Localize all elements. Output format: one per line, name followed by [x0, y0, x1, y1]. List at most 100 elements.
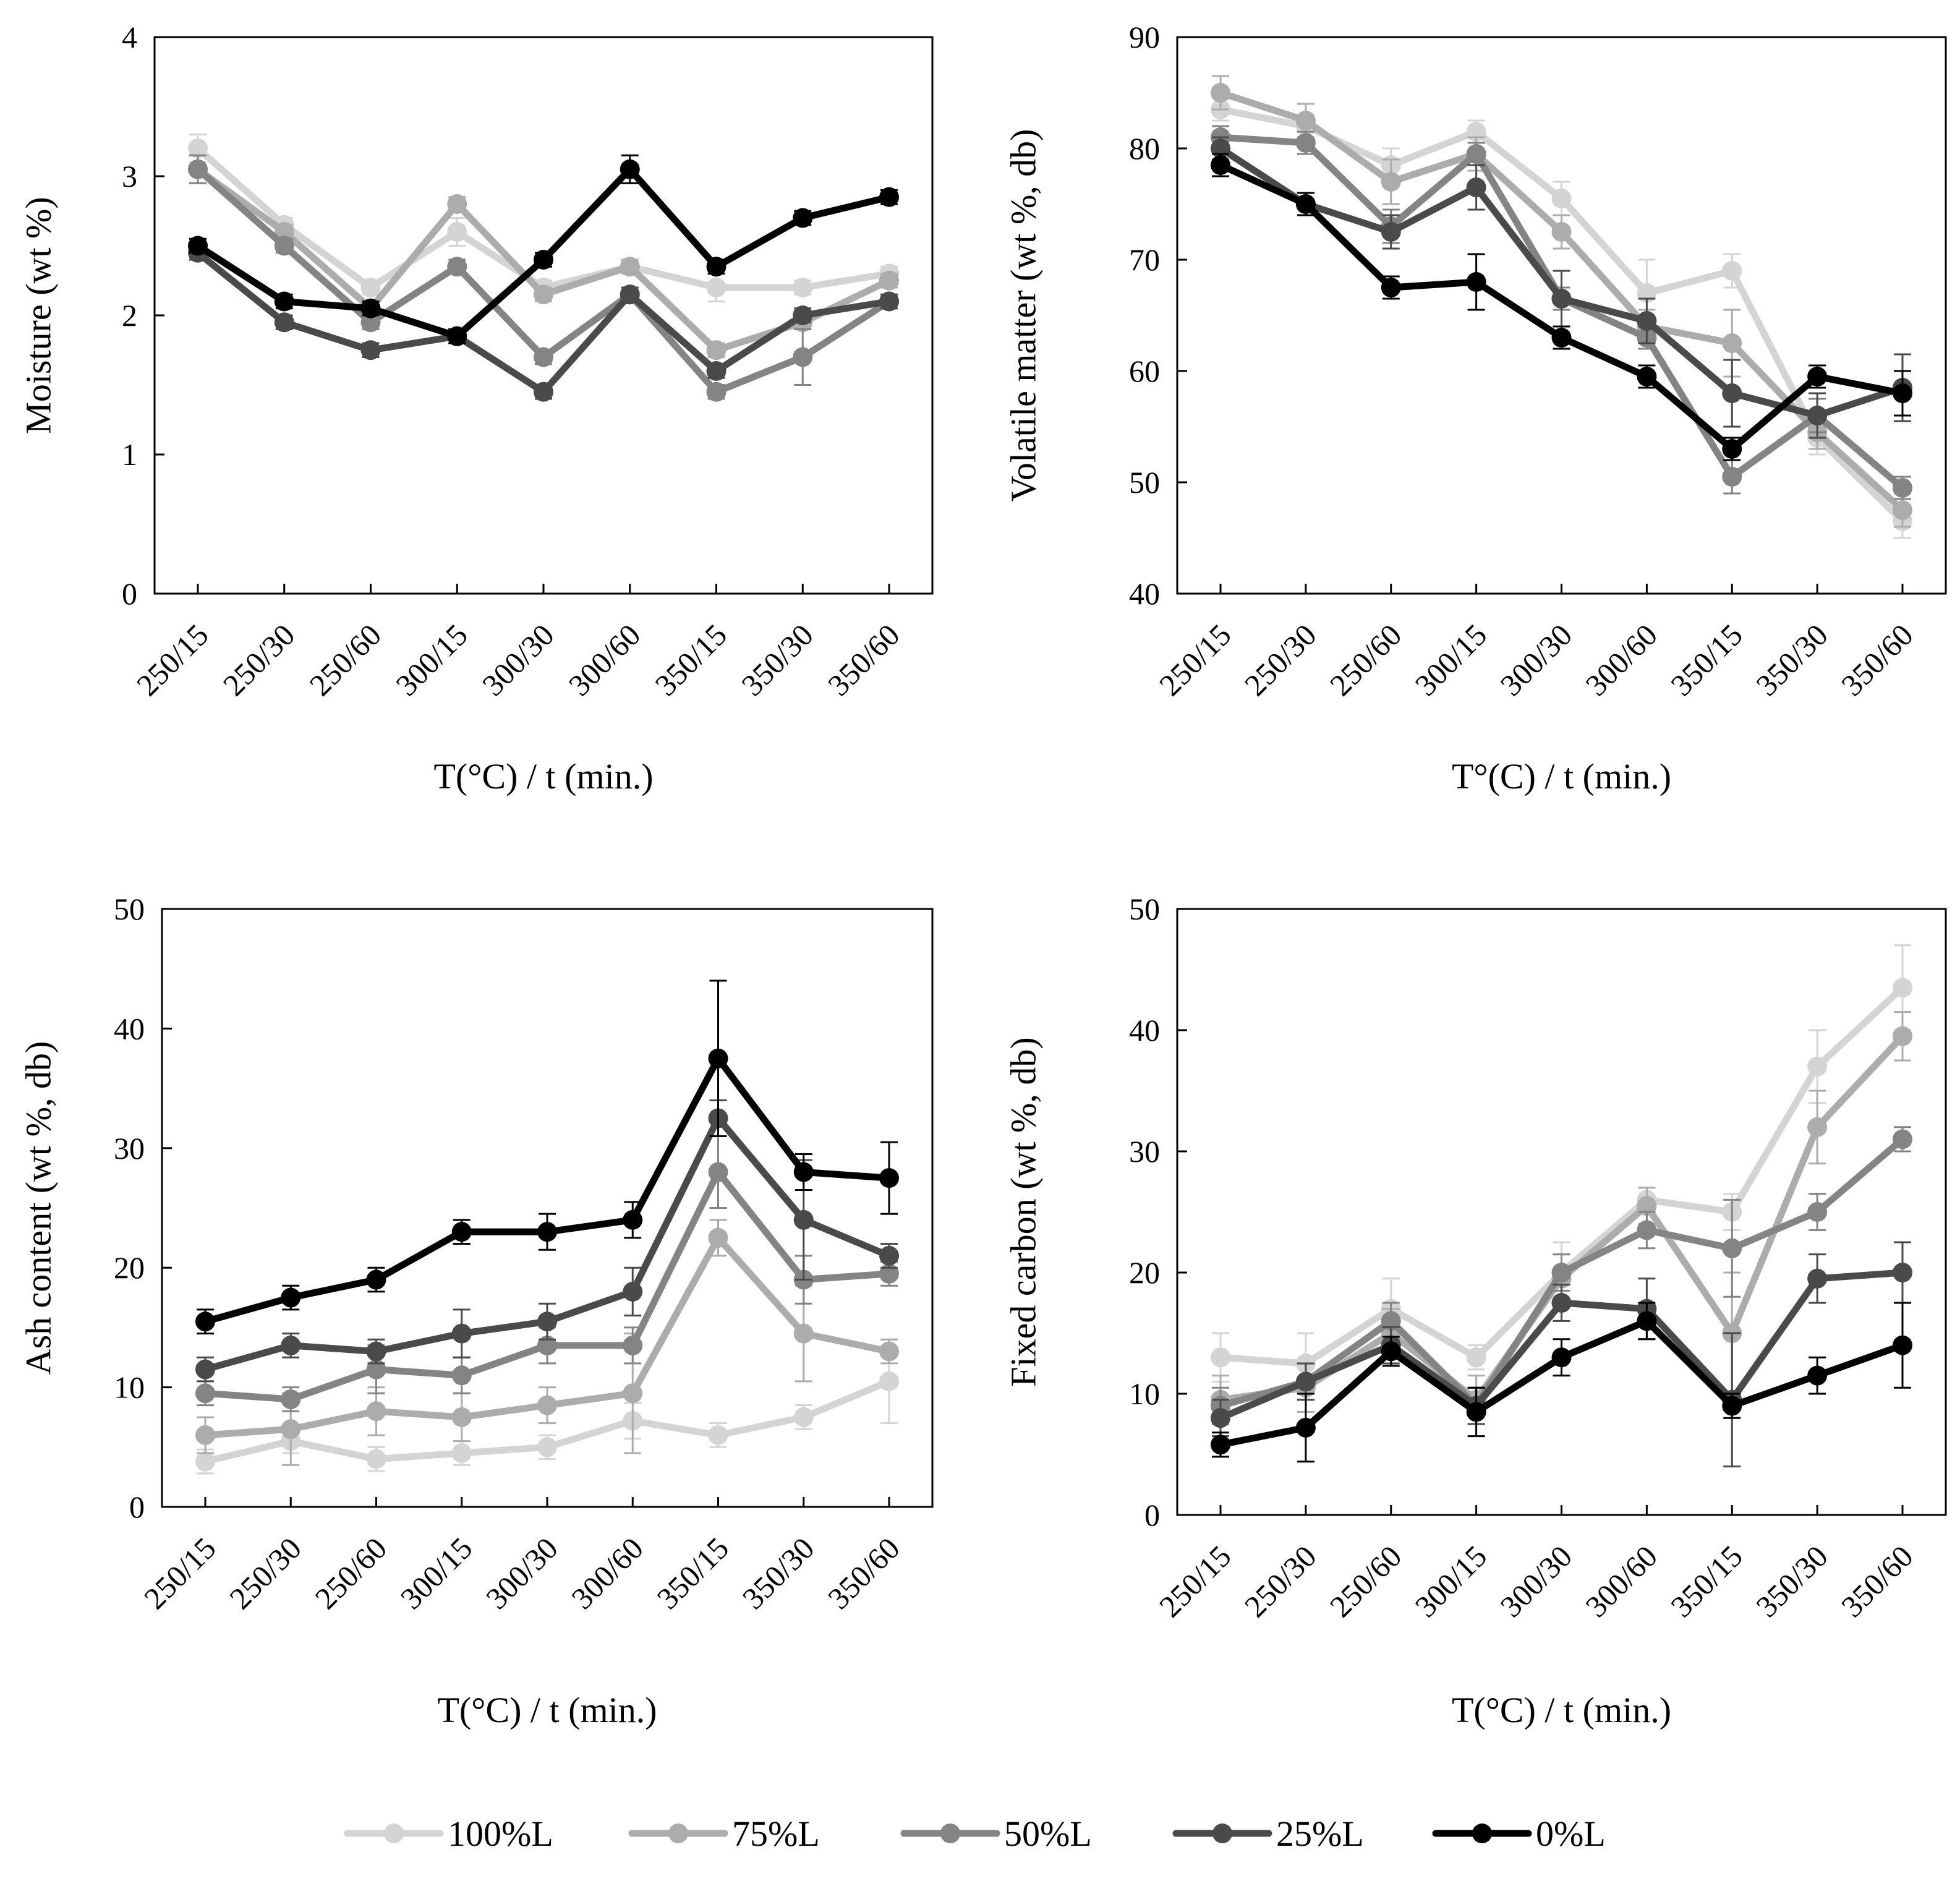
data-point: [366, 1269, 386, 1290]
legend-entry: 75%L: [628, 1814, 820, 1854]
data-point: [537, 1395, 557, 1415]
y-axis-label: Ash content (wt %, db): [19, 1041, 59, 1375]
y-tick-label: 0: [1144, 1498, 1160, 1532]
x-tick-label: 350/60: [821, 1530, 906, 1616]
data-point: [1807, 367, 1828, 386]
legend-swatch-marker: [940, 1823, 960, 1843]
data-point: [1722, 383, 1742, 403]
x-tick-label: 300/30: [1493, 617, 1579, 702]
data-point: [1637, 311, 1657, 331]
data-point: [1551, 222, 1572, 242]
data-point: [274, 312, 294, 333]
y-tick-label: 50: [1129, 465, 1160, 500]
data-point: [1893, 478, 1912, 498]
series-50pctl: [195, 1135, 899, 1412]
data-point: [1893, 1129, 1912, 1150]
legend-label: 0%L: [1536, 1814, 1606, 1854]
y-tick-label: 0: [122, 576, 137, 611]
y-tick-label: 40: [1129, 1013, 1160, 1047]
data-point: [623, 1209, 643, 1230]
y-axis-label: Moisture (wt %): [19, 197, 59, 433]
data-point: [879, 1245, 899, 1266]
x-tick-label: 250/30: [1238, 617, 1323, 702]
data-point: [1295, 1371, 1316, 1392]
data-point: [537, 1312, 557, 1332]
data-point: [274, 291, 294, 312]
data-point: [1807, 406, 1828, 425]
x-tick-label: 300/30: [1493, 1538, 1579, 1624]
data-point: [537, 1222, 557, 1242]
data-point: [1551, 1293, 1572, 1313]
data-point: [451, 1443, 472, 1463]
y-tick-label: 40: [114, 1011, 145, 1046]
data-point: [1211, 1408, 1230, 1428]
x-tick-label: 300/30: [479, 1530, 565, 1616]
data-point: [1893, 383, 1912, 403]
x-tick-label: 350/60: [1834, 1538, 1920, 1624]
data-point: [188, 159, 208, 179]
x-tick-label: 300/15: [1408, 1538, 1494, 1624]
data-point: [1722, 1396, 1742, 1416]
y-tick-label: 60: [1129, 354, 1160, 388]
data-point: [793, 305, 813, 325]
data-point: [879, 291, 899, 312]
chart-moisture: 0 1 2 3 4 250/15 250/30 250/60 300/15 300/30 300/6…: [19, 20, 934, 796]
data-point: [195, 1312, 215, 1332]
data-point: [1551, 289, 1572, 309]
data-point: [793, 278, 813, 297]
data-point: [188, 139, 208, 158]
x-tick-label: 250/15: [1153, 1538, 1238, 1624]
legend-label: 75%L: [732, 1814, 820, 1854]
data-point: [1893, 1335, 1912, 1355]
data-point: [623, 1281, 643, 1302]
data-point: [1466, 1347, 1486, 1368]
x-tick-label: 250/30: [223, 1530, 308, 1616]
data-point: [281, 1335, 301, 1355]
data-point: [281, 1389, 301, 1409]
data-point: [706, 340, 726, 360]
data-point: [879, 1371, 899, 1391]
data-point: [879, 1341, 899, 1362]
chart-fixed-carbon: 0 10 20 30 40 50 250/15 250/30 250/60 300/15 300/3…: [1003, 892, 1947, 1730]
y-tick-label: 30: [114, 1131, 145, 1166]
data-point: [1381, 1311, 1401, 1331]
data-point: [366, 1359, 386, 1380]
data-point: [360, 340, 381, 360]
series-0pctl: [1211, 1302, 1912, 1463]
data-point: [366, 1449, 386, 1469]
x-tick-label: 250/15: [130, 617, 215, 702]
data-point: [1466, 144, 1486, 164]
series-0pctl: [1211, 153, 1912, 461]
y-tick-label: 40: [1129, 576, 1160, 611]
series-line: [202, 1168, 893, 1403]
data-point: [360, 298, 381, 318]
x-tick-label: 350/60: [1834, 617, 1920, 702]
data-point: [1295, 1417, 1316, 1438]
data-point: [447, 257, 467, 277]
data-point: [879, 1263, 899, 1284]
data-point: [793, 1407, 814, 1427]
x-tick-label: 350/30: [735, 617, 820, 702]
data-point: [1637, 1196, 1657, 1216]
data-point: [708, 1162, 728, 1182]
data-point: [366, 1341, 386, 1362]
x-tick-label: 300/15: [1408, 617, 1494, 702]
x-tick-label: 250/60: [308, 1530, 393, 1616]
data-point: [1551, 1263, 1572, 1282]
x-tick-label: 250/30: [216, 617, 302, 702]
y-tick-label: 4: [122, 20, 137, 54]
data-point: [447, 222, 467, 242]
data-point: [1295, 133, 1316, 153]
x-tick-label: 350/15: [648, 617, 733, 702]
x-tick-label: 300/30: [475, 617, 561, 702]
data-point: [195, 1383, 215, 1404]
x-tick-label: 350/30: [1749, 617, 1834, 702]
data-point: [1551, 1347, 1572, 1368]
data-point: [1807, 1268, 1828, 1289]
data-point: [1807, 1202, 1828, 1222]
data-point: [879, 270, 899, 291]
data-point: [793, 208, 813, 228]
data-point: [620, 284, 640, 305]
data-point: [793, 1209, 814, 1230]
x-tick-label: 350/15: [1664, 1538, 1749, 1624]
